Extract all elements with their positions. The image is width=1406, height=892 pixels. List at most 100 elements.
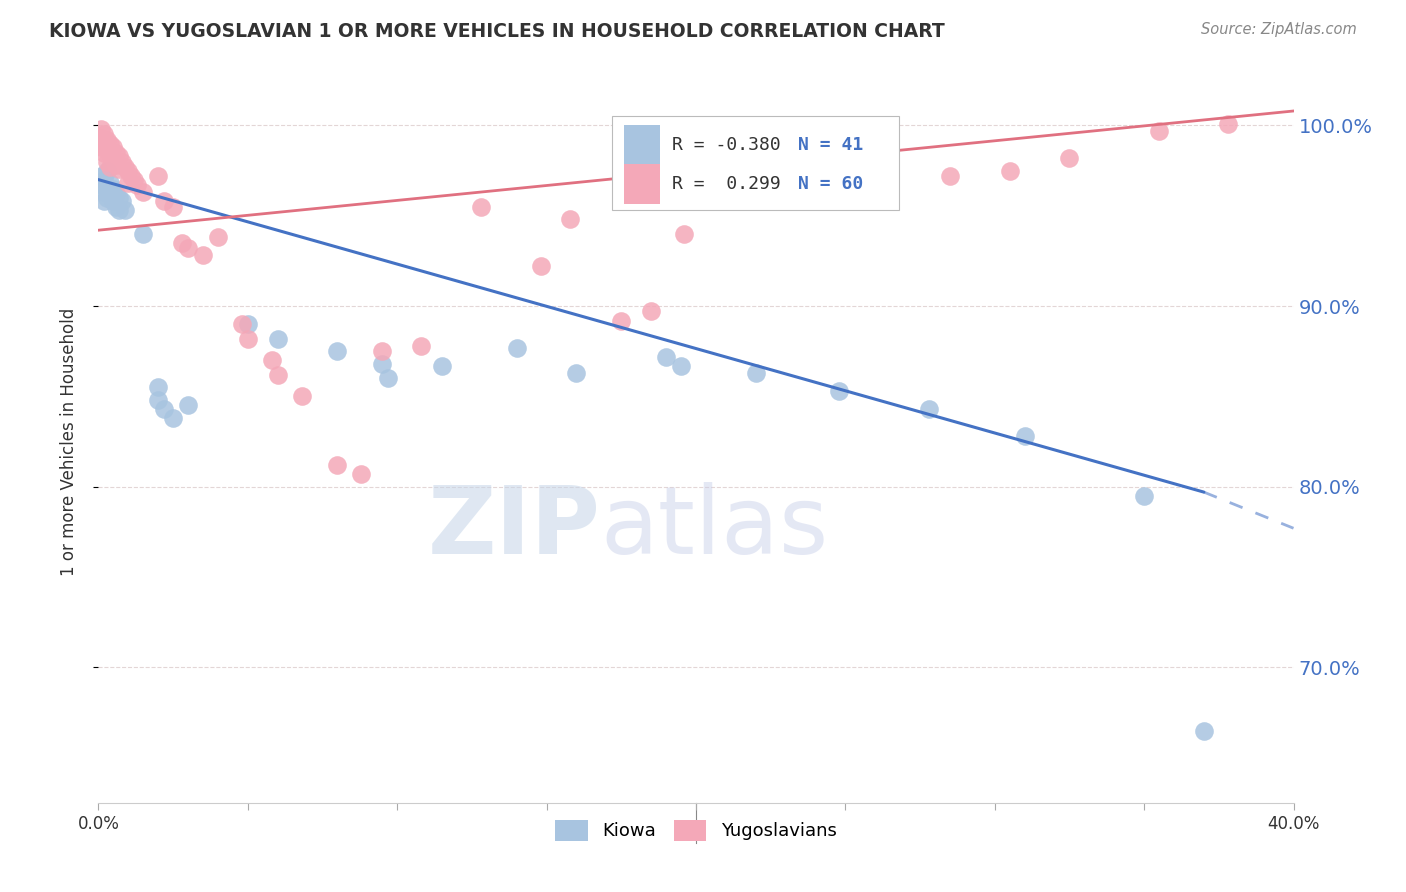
Point bbox=[162, 200, 184, 214]
Point bbox=[117, 163, 139, 178]
Point bbox=[1133, 489, 1156, 503]
Point bbox=[1014, 429, 1036, 443]
Point bbox=[132, 186, 155, 200]
Point bbox=[96, 142, 118, 156]
Point bbox=[90, 169, 112, 183]
Point bbox=[108, 191, 131, 205]
Point bbox=[820, 172, 842, 186]
Y-axis label: 1 or more Vehicles in Household: 1 or more Vehicles in Household bbox=[59, 308, 77, 575]
Point bbox=[117, 176, 139, 190]
Point bbox=[114, 203, 136, 218]
Point bbox=[148, 169, 170, 183]
Point bbox=[377, 371, 399, 385]
Point bbox=[93, 145, 115, 160]
Point bbox=[162, 411, 184, 425]
Point bbox=[105, 145, 128, 160]
Point bbox=[1147, 124, 1170, 138]
Point bbox=[745, 366, 768, 380]
Point bbox=[98, 136, 122, 151]
Point bbox=[98, 160, 122, 174]
Point bbox=[103, 181, 125, 195]
Point bbox=[93, 194, 115, 209]
Point bbox=[191, 248, 214, 262]
Point bbox=[1059, 151, 1081, 165]
Point bbox=[998, 163, 1021, 178]
Point bbox=[918, 402, 941, 417]
Point bbox=[560, 212, 582, 227]
Text: N = 41: N = 41 bbox=[797, 136, 863, 153]
Point bbox=[96, 191, 118, 205]
Point bbox=[98, 176, 122, 190]
Point bbox=[108, 149, 131, 163]
Point bbox=[96, 133, 118, 147]
Point bbox=[371, 357, 394, 371]
Point bbox=[879, 176, 901, 190]
Point bbox=[103, 140, 125, 154]
Point bbox=[260, 353, 283, 368]
Point bbox=[120, 169, 142, 183]
Point bbox=[103, 151, 125, 165]
Point bbox=[105, 187, 128, 202]
Point bbox=[267, 368, 290, 382]
Point bbox=[207, 230, 229, 244]
Point bbox=[326, 344, 349, 359]
Point bbox=[939, 169, 962, 183]
Point bbox=[90, 178, 112, 192]
Point bbox=[669, 359, 692, 373]
Point bbox=[148, 380, 170, 394]
Point bbox=[759, 181, 782, 195]
Point bbox=[93, 172, 115, 186]
Point bbox=[267, 332, 290, 346]
Text: R = -0.380: R = -0.380 bbox=[672, 136, 780, 153]
Point bbox=[530, 260, 553, 274]
Point bbox=[1192, 723, 1215, 738]
Point bbox=[1216, 117, 1239, 131]
Point bbox=[177, 398, 200, 412]
Point bbox=[730, 176, 752, 190]
Text: N = 60: N = 60 bbox=[797, 175, 863, 193]
Point bbox=[98, 187, 122, 202]
Point bbox=[90, 140, 112, 154]
Point bbox=[111, 154, 134, 169]
Point bbox=[93, 136, 115, 151]
Point bbox=[231, 317, 253, 331]
Point bbox=[506, 341, 529, 355]
Point bbox=[93, 128, 115, 142]
Point bbox=[849, 187, 872, 202]
Point bbox=[610, 313, 633, 327]
Point bbox=[96, 163, 118, 178]
Point bbox=[411, 339, 433, 353]
Text: R =  0.299: R = 0.299 bbox=[672, 175, 780, 193]
Point bbox=[132, 227, 155, 241]
Point bbox=[96, 154, 118, 169]
FancyBboxPatch shape bbox=[613, 117, 900, 211]
Point bbox=[148, 392, 170, 407]
Point bbox=[655, 350, 678, 364]
Point bbox=[90, 131, 112, 145]
Point bbox=[127, 178, 149, 192]
Point bbox=[105, 200, 128, 214]
Point bbox=[153, 194, 176, 209]
Text: atlas: atlas bbox=[600, 483, 828, 574]
Point bbox=[291, 389, 314, 403]
Point bbox=[103, 194, 125, 209]
Point bbox=[111, 194, 134, 209]
Point bbox=[673, 227, 696, 241]
Point bbox=[236, 332, 259, 346]
Point bbox=[153, 402, 176, 417]
FancyBboxPatch shape bbox=[624, 164, 661, 204]
Point bbox=[98, 147, 122, 161]
Legend: Kiowa, Yugoslavians: Kiowa, Yugoslavians bbox=[548, 813, 844, 848]
Point bbox=[565, 366, 588, 380]
Point bbox=[114, 160, 136, 174]
Point bbox=[108, 203, 131, 218]
Point bbox=[470, 200, 492, 214]
Point bbox=[177, 241, 200, 255]
Point bbox=[828, 384, 851, 398]
Text: Source: ZipAtlas.com: Source: ZipAtlas.com bbox=[1201, 22, 1357, 37]
Text: KIOWA VS YUGOSLAVIAN 1 OR MORE VEHICLES IN HOUSEHOLD CORRELATION CHART: KIOWA VS YUGOSLAVIAN 1 OR MORE VEHICLES … bbox=[49, 22, 945, 41]
FancyBboxPatch shape bbox=[624, 125, 661, 164]
Point bbox=[108, 161, 131, 176]
Point bbox=[93, 186, 115, 200]
Point bbox=[172, 235, 194, 250]
